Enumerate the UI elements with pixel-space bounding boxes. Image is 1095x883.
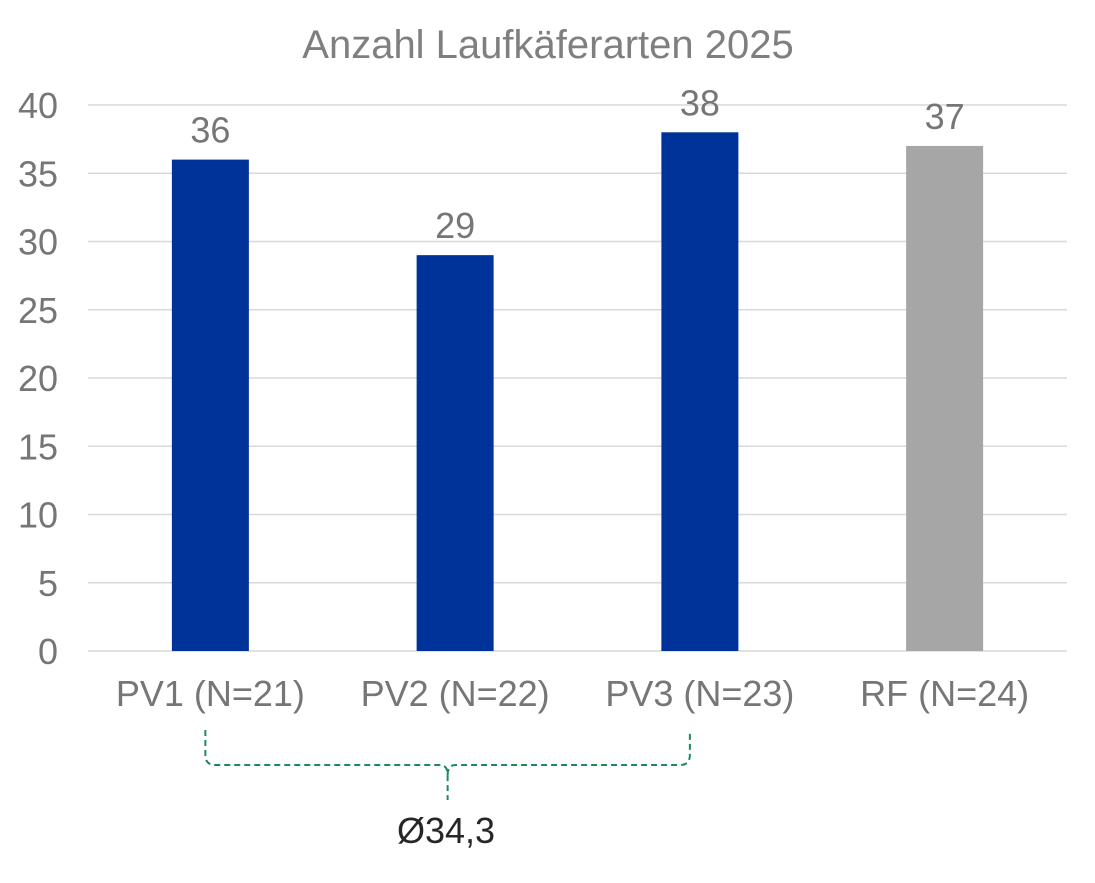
x-tick-label: PV2 (N=22) <box>361 673 550 714</box>
data-labels: 36 29 38 37 <box>190 82 964 246</box>
data-label: 38 <box>680 82 720 123</box>
bar <box>416 255 494 651</box>
y-tick-label: 30 <box>18 222 58 263</box>
y-tick-label: 35 <box>18 153 58 194</box>
y-axis-ticks: 0 5 10 15 20 25 30 35 40 <box>18 85 58 672</box>
x-tick-label: RF (N=24) <box>860 673 1029 714</box>
y-tick-label: 20 <box>18 358 58 399</box>
average-label: Ø34,3 <box>397 810 495 851</box>
bar <box>171 159 249 651</box>
bar <box>661 132 739 652</box>
average-brace <box>204 730 691 800</box>
gridlines <box>88 104 1067 652</box>
x-axis-ticks: PV1 (N=21) PV2 (N=22) PV3 (N=23) RF (N=24) <box>116 673 1029 714</box>
chart-title: Anzahl Laufkäferarten 2025 <box>302 23 793 67</box>
average-annotation: Ø34,3 <box>204 730 691 851</box>
y-tick-label: 0 <box>38 631 58 672</box>
x-tick-label: PV1 (N=21) <box>116 673 305 714</box>
y-tick-label: 5 <box>38 563 58 604</box>
bars <box>171 132 984 652</box>
y-tick-label: 15 <box>18 426 58 467</box>
data-label: 29 <box>435 205 475 246</box>
data-label: 36 <box>190 110 230 151</box>
bar <box>906 145 984 651</box>
y-tick-label: 25 <box>18 290 58 331</box>
y-tick-label: 40 <box>18 85 58 126</box>
x-tick-label: PV3 (N=23) <box>605 673 794 714</box>
data-label: 37 <box>925 96 965 137</box>
y-tick-label: 10 <box>18 495 58 536</box>
